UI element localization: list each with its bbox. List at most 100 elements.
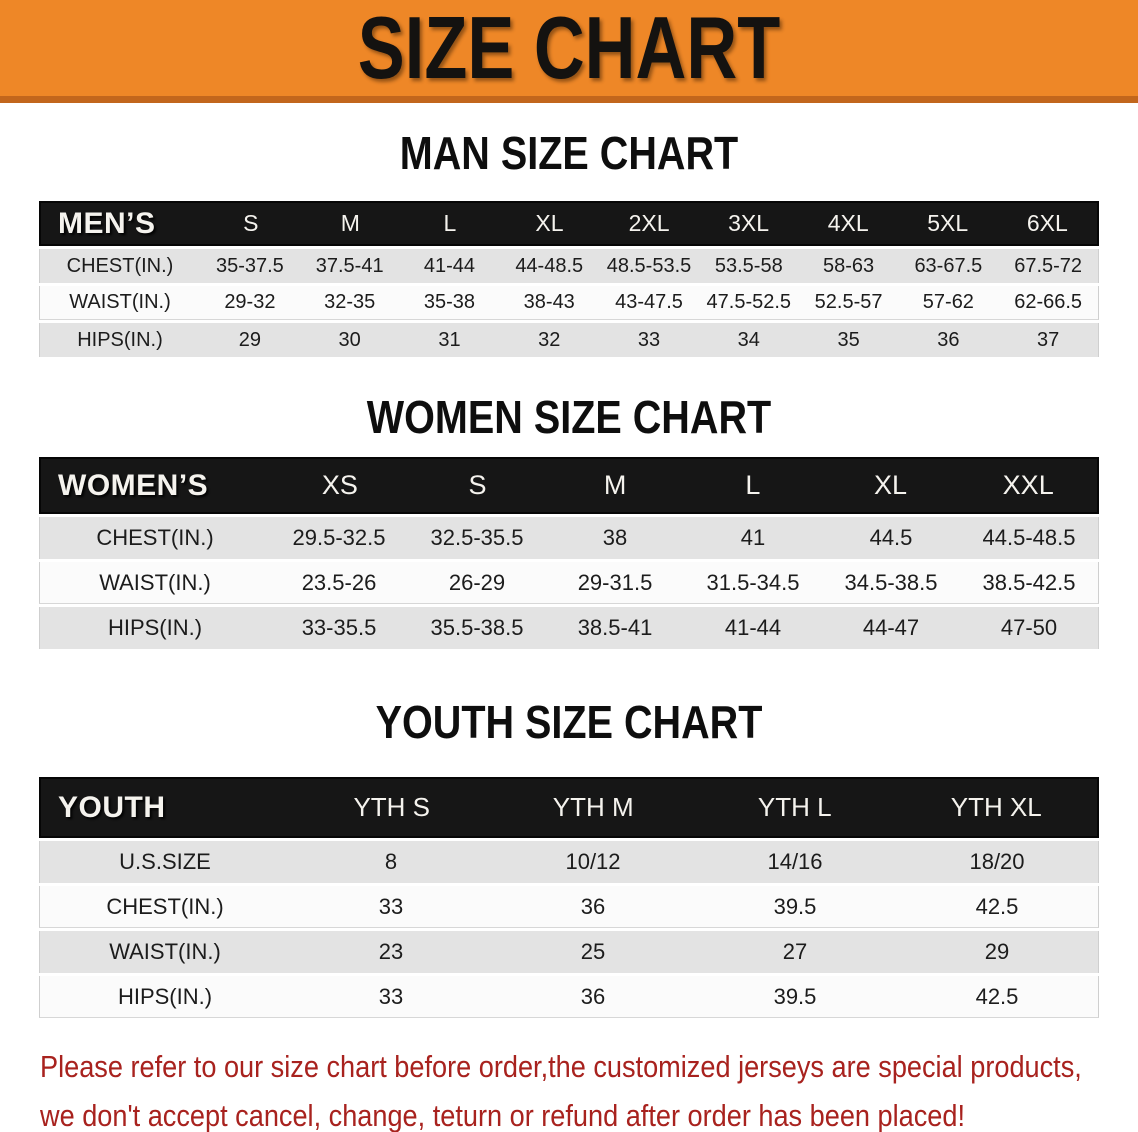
column-header: M	[340, 210, 360, 236]
cell-value: 57-62	[922, 291, 974, 313]
table-row: HIPS(IN.) 29 30 31 32 33 34 35 36 37	[39, 323, 1099, 357]
table-row: WAIST(IN.) 23 25 27 29	[39, 931, 1099, 973]
row-label: WAIST(IN.)	[109, 939, 221, 964]
cell-value: 41-44	[724, 615, 782, 640]
cell-value: 39.5	[773, 983, 817, 1009]
cell-value: 33	[378, 983, 404, 1009]
cell-value: 38.5-41	[577, 615, 653, 640]
cell-value: 48.5-53.5	[606, 254, 692, 277]
cell-value: 31.5-34.5	[706, 569, 800, 595]
cell-value: 33-35.5	[301, 615, 377, 640]
cell-value: 38	[602, 525, 628, 550]
column-header: XL	[535, 210, 564, 236]
cell-value: 38.5-42.5	[982, 569, 1076, 595]
row-label: HIPS(IN.)	[107, 615, 203, 640]
cell-value: 26-29	[448, 569, 506, 595]
cell-value: 29.5-32.5	[292, 525, 386, 550]
disclaimer-line-2: we don't accept cancel, change, teturn o…	[40, 1098, 966, 1132]
cell-value: 10/12	[565, 849, 621, 874]
cell-value: 27	[782, 939, 808, 964]
row-label: CHEST(IN.)	[106, 893, 224, 919]
cell-value: 35.5-38.5	[430, 615, 524, 640]
cell-value: 35-38	[423, 291, 476, 313]
disclaimer-line-1: Please refer to our size chart before or…	[40, 1049, 1082, 1084]
cell-value: 53.5-58	[714, 254, 783, 277]
disclaimer-text: Please refer to our size chart before or…	[40, 1042, 1082, 1132]
cell-value: 67.5-72	[1014, 254, 1083, 277]
cell-value: 44.5-48.5	[982, 525, 1076, 550]
cell-value: 37	[1037, 328, 1060, 351]
cell-value: 34	[737, 328, 760, 351]
column-header: YTH S	[353, 792, 431, 822]
column-header: S	[468, 470, 487, 500]
table-row: WAIST(IN.) 29-32 32-35 35-38 38-43 43-47.5 47.…	[39, 286, 1099, 320]
table-header-row: MEN’S S M L XL 2XL 3XL 4XL 5XL 6XL	[39, 201, 1099, 246]
men-section-heading: MAN SIZE CHART	[399, 127, 739, 179]
table-row: WAIST(IN.) 23.5-26 26-29 29-31.5 31.5-34.5 34…	[39, 562, 1099, 604]
column-header: 6XL	[1026, 210, 1068, 236]
cell-value: 25	[580, 939, 606, 964]
cell-value: 31	[438, 328, 461, 351]
column-header: YTH M	[552, 792, 634, 822]
banner: SIZE CHART	[0, 0, 1138, 103]
column-header: L	[745, 470, 761, 500]
cell-value: 29	[238, 328, 262, 351]
column-header: 4XL	[827, 210, 869, 236]
cell-value: 38-43	[523, 291, 575, 313]
cell-value: 35-37.5	[215, 254, 284, 277]
table-header-label: YOUTH	[58, 790, 166, 824]
cell-value: 33	[637, 328, 661, 351]
cell-value: 42.5	[975, 893, 1019, 919]
table-row: CHEST(IN.) 33 36 39.5 42.5	[39, 886, 1099, 928]
row-label: CHEST(IN.)	[66, 254, 174, 277]
cell-value: 30	[338, 328, 361, 351]
table-row: U.S.SIZE 8 10/12 14/16 18/20	[39, 841, 1099, 883]
row-label: U.S.SIZE	[119, 849, 211, 874]
row-label: HIPS(IN.)	[117, 983, 213, 1009]
cell-value: 63-67.5	[914, 254, 983, 277]
banner-title: SIZE CHART	[357, 0, 781, 97]
column-header: 2XL	[628, 210, 670, 236]
column-header: M	[603, 470, 627, 500]
table-header-label: WOMEN’S	[58, 468, 209, 502]
table-row: HIPS(IN.) 33 36 39.5 42.5	[39, 976, 1099, 1018]
cell-value: 29	[984, 939, 1010, 964]
cell-value: 44-47	[862, 615, 920, 640]
cell-value: 32-35	[324, 291, 376, 313]
column-header: 3XL	[728, 210, 770, 236]
cell-value: 23.5-26	[301, 569, 377, 595]
cell-value: 8	[384, 849, 398, 874]
cell-value: 39.5	[773, 893, 817, 919]
column-header: XXL	[1002, 470, 1054, 500]
cell-value: 47-50	[1000, 615, 1058, 640]
cell-value: 52.5-57	[814, 291, 883, 313]
men-size-table: MEN’S S M L XL 2XL 3XL 4XL 5XL 6XL CHEST(IN.) 35-37…	[39, 201, 1099, 357]
youth-section-heading: YOUTH SIZE CHART	[375, 696, 763, 748]
column-header: S	[243, 210, 259, 236]
row-label: HIPS(IN.)	[77, 328, 163, 351]
column-header: XL	[874, 470, 908, 500]
row-label: WAIST(IN.)	[99, 569, 211, 595]
cell-value: 62-66.5	[1014, 291, 1083, 313]
table-row: CHEST(IN.) 29.5-32.5 32.5-35.5 38 41 44.5 44.5…	[39, 517, 1099, 559]
women-size-table: WOMEN’S XS S M L XL XXL CHEST(IN.) 29.5-32.5 32.5…	[39, 457, 1099, 649]
youth-size-table: YOUTH YTH S YTH M YTH L YTH XL U.S.SIZE 8 10/12…	[39, 777, 1099, 1018]
cell-value: 58-63	[823, 254, 875, 277]
cell-value: 18/20	[969, 849, 1025, 874]
column-header: YTH L	[757, 792, 832, 822]
table-header-row: YOUTH YTH S YTH M YTH L YTH XL	[39, 777, 1099, 838]
cell-value: 36	[580, 983, 606, 1009]
cell-value: 35	[837, 328, 860, 351]
table-row: HIPS(IN.) 33-35.5 35.5-38.5 38.5-41 41-44 44-…	[39, 607, 1099, 649]
column-header: 5XL	[927, 210, 969, 236]
cell-value: 14/16	[767, 849, 823, 874]
cell-value: 34.5-38.5	[844, 569, 938, 595]
table-header-row: WOMEN’S XS S M L XL XXL	[39, 457, 1099, 514]
cell-value: 43-47.5	[615, 291, 683, 313]
table-row: CHEST(IN.) 35-37.5 37.5-41 41-44 44-48.5 48.5…	[39, 249, 1099, 283]
cell-value: 36	[937, 328, 960, 351]
cell-value: 32	[538, 328, 561, 351]
cell-value: 37.5-41	[315, 254, 384, 277]
cell-value: 36	[580, 893, 606, 919]
